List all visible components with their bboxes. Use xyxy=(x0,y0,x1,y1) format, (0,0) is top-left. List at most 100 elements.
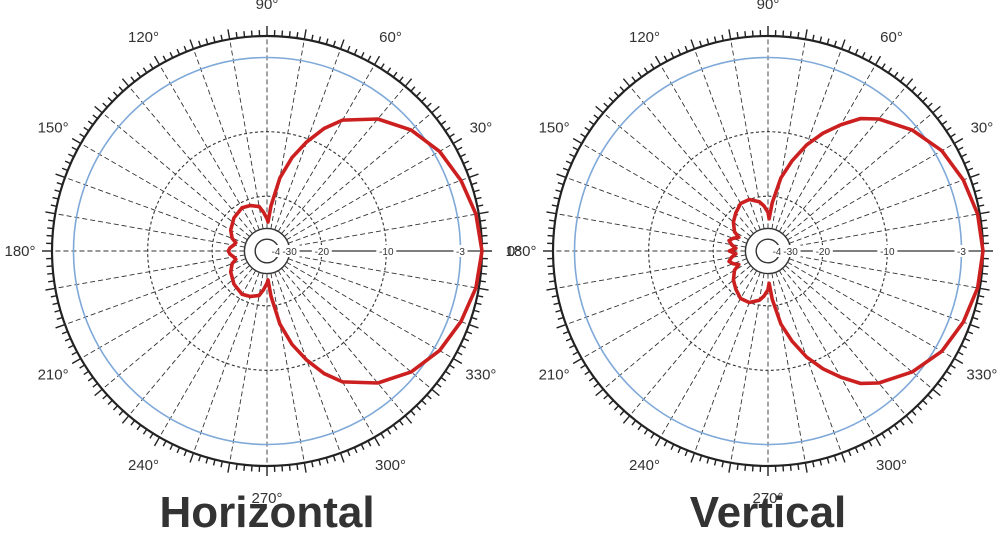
tick-mark xyxy=(690,39,696,50)
tick-mark xyxy=(48,280,55,283)
tick-mark xyxy=(713,459,717,466)
tick-mark xyxy=(972,182,979,186)
radial-grid-line xyxy=(782,268,907,416)
tick-mark xyxy=(435,382,442,388)
tick-mark xyxy=(980,280,987,283)
tick-mark xyxy=(176,447,181,454)
tick-mark xyxy=(149,63,154,70)
tick-mark xyxy=(169,443,174,450)
tick-mark xyxy=(613,405,620,411)
tick-mark xyxy=(339,452,345,463)
tick-mark xyxy=(386,67,392,74)
tick-mark xyxy=(706,38,710,45)
ring-label-background xyxy=(780,245,801,257)
angle-label: 150° xyxy=(38,120,69,137)
tick-mark xyxy=(580,364,587,369)
tick-mark xyxy=(47,227,54,230)
tick-mark xyxy=(663,440,668,447)
tick-mark xyxy=(572,146,579,151)
radiation-pattern-curve xyxy=(727,116,985,386)
tick-mark xyxy=(631,76,637,83)
tick-mark xyxy=(949,133,956,138)
ring-label: -10 xyxy=(880,247,895,258)
radial-grid-line xyxy=(778,64,876,232)
tick-mark xyxy=(972,316,979,320)
tick-mark xyxy=(386,428,392,435)
tick-mark xyxy=(847,450,852,457)
ring-label: -3 xyxy=(957,247,966,258)
tick-mark xyxy=(927,102,933,108)
tick-mark xyxy=(468,173,479,179)
angle-label: 90° xyxy=(256,0,279,13)
tick-mark xyxy=(551,204,558,207)
tick-mark xyxy=(881,63,886,70)
tick-mark xyxy=(549,219,556,222)
tick-mark xyxy=(553,302,560,306)
tick-mark xyxy=(945,126,952,132)
tick-mark xyxy=(448,133,455,138)
tick-mark xyxy=(699,40,703,47)
angle-label: 90° xyxy=(757,0,780,13)
tick-mark xyxy=(812,34,815,41)
tick-mark xyxy=(595,388,604,397)
tick-mark xyxy=(967,330,974,335)
radial-grid-line xyxy=(565,177,747,244)
tick-mark xyxy=(360,443,365,450)
tick-mark xyxy=(728,29,732,40)
tick-mark xyxy=(932,105,941,114)
tick-mark xyxy=(220,461,223,468)
tick-mark xyxy=(410,86,416,92)
tick-mark xyxy=(565,160,572,165)
tick-mark xyxy=(569,344,576,349)
tick-mark xyxy=(296,32,299,39)
tick-mark xyxy=(619,86,625,92)
tick-mark xyxy=(974,189,981,193)
tick-mark xyxy=(421,96,427,103)
tick-mark xyxy=(478,287,489,291)
tick-mark xyxy=(479,280,486,283)
tick-mark xyxy=(728,462,732,473)
angle-label: 210° xyxy=(38,367,69,384)
tick-mark xyxy=(699,455,703,462)
ring-label-background xyxy=(812,245,833,257)
angle-label: 240° xyxy=(128,457,159,474)
tick-mark xyxy=(136,71,142,78)
tick-mark xyxy=(118,86,124,92)
tick-mark xyxy=(654,436,662,447)
tick-mark xyxy=(826,38,830,45)
tick-mark xyxy=(325,38,329,45)
polar-chart-vertical: -40-30-20-10-3030°60°90°120°150°180°210°… xyxy=(505,0,997,533)
tick-mark xyxy=(426,394,432,400)
tick-mark xyxy=(71,357,82,365)
tick-mark xyxy=(922,399,928,406)
tick-mark xyxy=(162,440,167,447)
tick-mark xyxy=(48,219,55,222)
radial-grid-line xyxy=(281,268,406,416)
tick-mark xyxy=(444,126,451,132)
tick-mark xyxy=(613,91,620,97)
angle-label: 120° xyxy=(128,29,159,46)
tick-mark xyxy=(318,36,322,43)
angle-label: 300° xyxy=(375,457,406,474)
tick-mark xyxy=(398,76,404,83)
tick-mark xyxy=(603,394,609,400)
ring-label-background xyxy=(279,245,300,257)
ring-label: -40 xyxy=(773,247,788,258)
tick-mark xyxy=(553,196,560,200)
tick-mark xyxy=(976,302,983,306)
angle-label: 180° xyxy=(505,243,536,260)
tick-mark xyxy=(346,45,351,52)
outer-tick-marks xyxy=(42,26,492,476)
tick-mark xyxy=(670,443,675,450)
tick-mark xyxy=(380,63,385,70)
tick-mark xyxy=(480,272,487,275)
tick-mark xyxy=(102,394,108,400)
tick-mark xyxy=(650,63,655,70)
tick-mark xyxy=(227,462,231,473)
tick-mark xyxy=(556,173,567,179)
tick-mark xyxy=(373,436,381,447)
chart-title: Vertical xyxy=(690,488,847,533)
tick-mark xyxy=(556,323,567,329)
tick-mark xyxy=(189,452,195,463)
tick-mark xyxy=(911,410,917,416)
